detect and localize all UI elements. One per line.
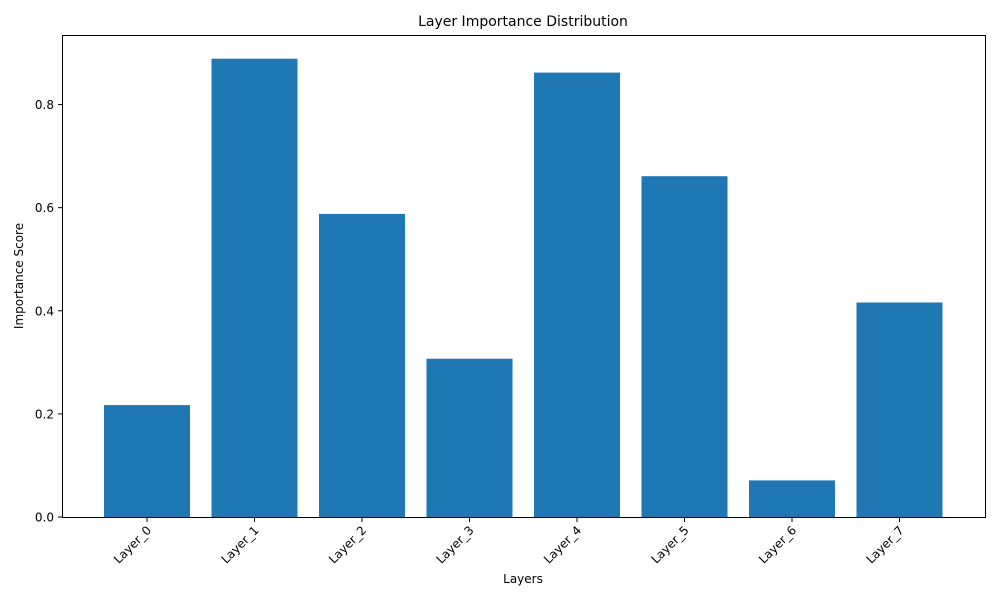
bar-layer-0: [104, 405, 190, 517]
bar-layer-6: [749, 480, 835, 517]
x-axis-label: Layers: [503, 572, 543, 586]
chart-title: Layer Importance Distribution: [418, 14, 628, 30]
y-tick-label: 0.2: [35, 407, 54, 421]
bars-group: [104, 58, 943, 517]
y-tick-label: 0.4: [35, 304, 54, 318]
bar-layer-2: [319, 213, 405, 517]
bar-layer-3: [426, 358, 513, 517]
bar-layer-7: [856, 302, 943, 517]
bar-layer-4: [534, 72, 620, 517]
plot-frame: [62, 35, 986, 518]
bar-layer-1: [211, 58, 298, 517]
y-tick-label: 0.8: [35, 98, 54, 112]
y-tick-label: 0.0: [35, 511, 54, 525]
bar-layer-5: [641, 176, 728, 517]
y-axis: 0.0 0.2 0.4 0.6 0.8: [35, 98, 63, 525]
y-tick-label: 0.6: [35, 201, 54, 215]
y-axis-label: Importance Score: [12, 223, 26, 329]
